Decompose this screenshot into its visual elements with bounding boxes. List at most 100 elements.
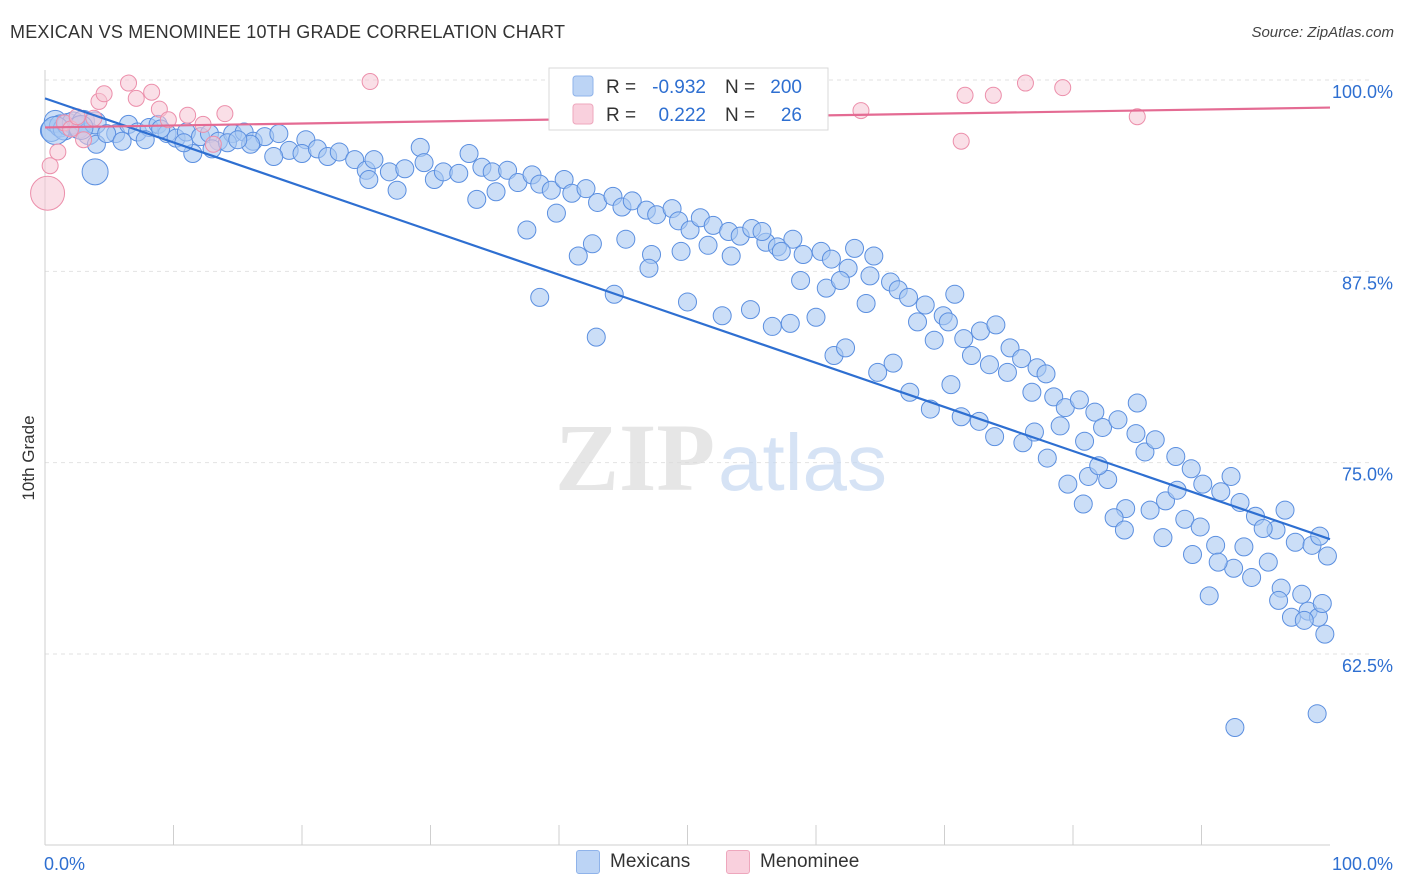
point-menominee [120,74,138,92]
point-mexicans [616,229,636,249]
point-mexicans [860,266,880,286]
trend-line-mexicans [44,97,1331,541]
point-mexicans [1135,442,1155,462]
point-menominee [49,143,67,161]
point-mexicans [1275,500,1295,520]
point-mexicans [1085,402,1105,422]
point-menominee [159,111,177,129]
point-mexicans [1037,448,1057,468]
point-mexicans [1093,417,1113,437]
point-mexicans [793,244,813,264]
point-mexicans [359,169,379,189]
point-mexicans [945,284,965,304]
y-tick-label: 62.5% [1342,656,1393,676]
point-mexicans [387,180,407,200]
point-mexicans [576,179,596,199]
point-mexicans [830,271,850,291]
bottom-legend-mexicans[interactable]: Mexicans [576,850,690,874]
point-menominee [95,85,113,103]
point-mexicans [1022,382,1042,402]
point-mexicans [1140,500,1160,520]
axes: 0.0% 100.0% 10th Grade [19,70,1393,874]
point-mexicans [546,203,566,223]
point-mexicans [1127,393,1147,413]
x-tick-label: 100.0% [1332,854,1393,874]
point-mexicans [883,353,903,373]
point-mexicans [586,327,606,347]
point-mexicans [1012,349,1032,369]
point-mexicans [1199,586,1219,606]
point-mexicans [986,315,1006,335]
point-mexicans [791,271,811,291]
point-mexicans [541,180,561,200]
series-menominee [30,73,1146,211]
legend-n-label: N = [725,105,755,126]
point-mexicans [1153,528,1173,548]
point-mexicans [1069,390,1089,410]
legend-r-value: -0.932 [652,77,706,98]
point-mexicans [81,158,109,186]
point-menominee [952,132,970,150]
point-mexicans [1317,546,1337,566]
y-axis-label: 10th Grade [19,415,38,500]
point-mexicans [712,306,732,326]
point-mexicans [1285,532,1305,552]
point-mexicans [498,160,518,180]
point-mexicans [395,159,415,179]
point-mexicans [821,249,841,269]
point-mexicans [924,330,944,350]
point-mexicans [762,316,782,336]
point-menominee [179,106,197,124]
y-tick-label: 87.5% [1342,273,1393,293]
point-mexicans [1073,494,1093,514]
legend-n-label: N = [725,77,755,98]
point-mexicans [1242,567,1262,587]
y-tick-labels: 62.5% 75.0% 87.5% 100.0% [1332,82,1393,676]
point-mexicans [486,182,506,202]
point-menominee [127,89,145,107]
point-mexicans [1098,470,1118,490]
point-mexicans [836,338,856,358]
point-mexicans [1292,584,1312,604]
point-mexicans [752,222,772,242]
point-mexicans [364,150,384,170]
point-mexicans [1211,482,1231,502]
watermark: ZIP atlas [555,404,887,511]
point-menominee [852,102,870,120]
point-mexicans [954,329,974,349]
point-mexicans [1145,430,1165,450]
point-menominee [1054,79,1072,97]
point-mexicans [997,362,1017,382]
point-menominee [984,86,1002,104]
point-mexicans [899,287,919,307]
point-mexicans [780,313,800,333]
bottom-legend-label: Mexicans [610,851,691,872]
point-mexicans [771,241,791,261]
legend-swatch [572,75,594,97]
point-mexicans [941,375,961,395]
point-mexicans [228,130,248,150]
series-mexicans [39,109,1337,737]
y-tick-label: 100.0% [1332,82,1393,102]
legend-n-value: 26 [781,105,802,126]
point-mexicans [1075,431,1095,451]
point-mexicans [740,300,760,320]
point-menominee [75,131,93,149]
point-mexicans [1181,459,1201,479]
point-mexicans [1126,424,1146,444]
watermark-zip: ZIP [555,404,715,511]
point-mexicans [678,292,697,312]
point-mexicans [467,189,487,209]
point-mexicans [868,362,888,382]
point-mexicans [414,153,434,173]
point-mexicans [459,143,479,163]
point-mexicans [938,312,958,332]
point-mexicans [1258,552,1278,572]
point-mexicans [845,238,865,258]
point-mexicans [568,246,588,266]
point-mexicans [582,234,602,254]
bottom-legend-menominee[interactable]: Menominee [726,850,859,874]
point-mexicans [622,191,642,211]
legend-r-label: R = [606,77,636,98]
point-mexicans [639,258,659,278]
